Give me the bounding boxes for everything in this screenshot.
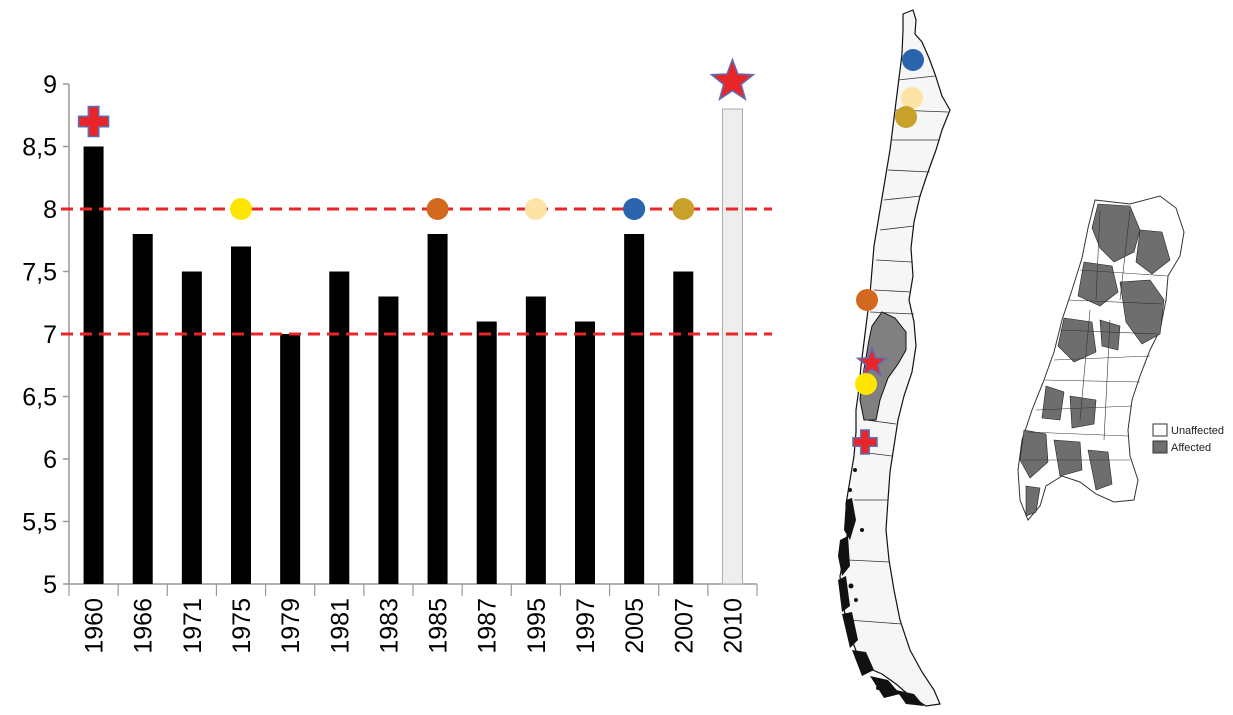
bar-1985	[427, 234, 448, 584]
y-tick-label: 7,5	[22, 259, 57, 287]
bar-1971	[181, 271, 202, 584]
x-tick-label: 1985	[425, 598, 453, 654]
marker-1995	[524, 198, 547, 220]
southern-fjords	[838, 468, 924, 706]
y-tick-label: 7	[43, 321, 57, 349]
bar-1987	[476, 321, 497, 584]
marker-2005	[623, 198, 646, 220]
bar-1981	[329, 271, 350, 584]
bar-1983	[378, 296, 399, 584]
map-marker-3	[856, 289, 878, 311]
magnitude-bar-chart: 55,566,577,588,59 1960 1966 1971 1975 1979 19…	[22, 57, 772, 654]
x-tick-label: 1979	[277, 598, 305, 654]
reference-lines	[61, 207, 772, 336]
map-marker-4	[855, 345, 889, 377]
x-tick-label: 1987	[474, 598, 502, 654]
y-tick-label: 5	[43, 571, 57, 599]
x-tick-label: 1960	[81, 598, 109, 654]
x-tick-label: 1981	[326, 598, 354, 654]
bar-1966	[132, 234, 153, 584]
marker-1985	[426, 198, 449, 220]
bars	[83, 108, 743, 585]
y-tick-label: 8,5	[22, 134, 57, 162]
y-tick-label: 8	[43, 196, 57, 224]
x-tick-label: 1995	[523, 598, 551, 654]
chile-map	[838, 9, 951, 707]
map-marker-0	[902, 49, 924, 71]
map-marker-5	[855, 373, 877, 395]
event-markers	[77, 57, 756, 220]
bar-1975	[231, 246, 251, 584]
x-tick-label: 1966	[130, 598, 158, 654]
bar-2007	[673, 271, 694, 584]
map-marker-2	[895, 106, 917, 128]
legend-swatch-affected	[1152, 440, 1168, 454]
y-tick-label: 5,5	[22, 509, 57, 537]
map-event-markers	[852, 49, 924, 455]
legend-label-unaffected: Unaffected	[1171, 425, 1224, 437]
bar-1995	[525, 296, 546, 584]
bar-2010	[721, 108, 743, 585]
bar-1960	[83, 146, 104, 584]
x-tick-label: 2007	[670, 598, 698, 654]
legend-swatch-unaffected	[1152, 423, 1168, 437]
x-tick-label: 1975	[228, 598, 256, 654]
y-tick-label: 9	[43, 71, 57, 99]
marker-2007	[672, 198, 695, 220]
legend-label-affected: Affected	[1171, 442, 1211, 454]
y-tick-label: 6,5	[22, 384, 57, 412]
bar-1997	[575, 321, 595, 584]
inset-boundaries	[1022, 209, 1169, 461]
bar-1979	[280, 334, 301, 584]
marker-1960	[77, 105, 110, 138]
x-tick-label: 1997	[572, 598, 600, 654]
marker-2010	[709, 57, 756, 102]
y-tick-label: 6	[43, 446, 57, 474]
x-tick-label: 1971	[179, 598, 207, 654]
region-boundaries	[847, 75, 949, 625]
inset-affected-areas	[1019, 203, 1171, 517]
x-tick-label: 2005	[621, 598, 649, 654]
x-axis-ticks: 1960 1966 1971 1975 1979 1981 1983 1985 1987 1995…	[68, 584, 758, 654]
map-marker-6	[852, 429, 878, 455]
x-tick-label: 1983	[375, 598, 403, 654]
bar-2005	[624, 234, 645, 584]
x-tick-label: 2010	[719, 598, 747, 654]
map-marker-1	[901, 87, 923, 109]
marker-1975	[230, 198, 252, 220]
affected-regions-inset-map: Unaffected Affected	[1017, 195, 1224, 521]
inset-legend: Unaffected Affected	[1152, 423, 1224, 454]
